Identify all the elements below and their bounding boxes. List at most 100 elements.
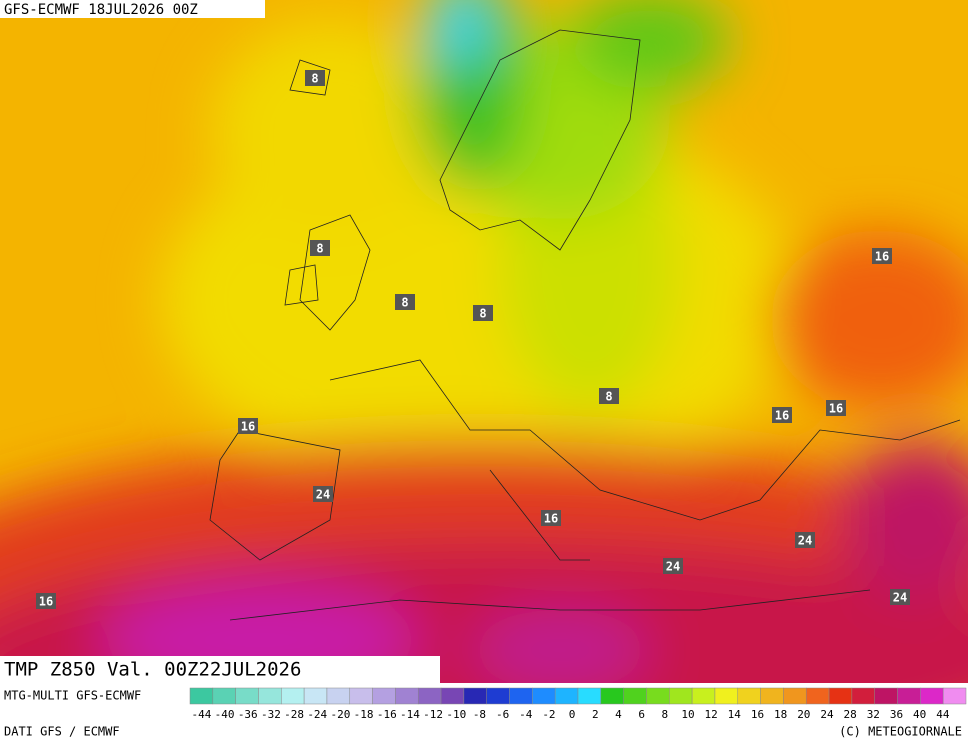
contour-label: 8: [311, 72, 318, 86]
colorbar-cell: [828, 687, 853, 705]
colorbar-tick-label: -14: [400, 708, 420, 721]
colorbar-tick-label: -6: [496, 708, 509, 721]
colorbar-tick-label: 2: [592, 708, 599, 721]
colorbar-tick-label: 40: [913, 708, 926, 721]
colorbar-tick-label: -44: [191, 708, 211, 721]
colorbar-cell: [874, 687, 898, 705]
colorbar-tick-label: 44: [936, 708, 950, 721]
colorbar-tick-label: -12: [423, 708, 443, 721]
colorbar-tick-label: 6: [638, 708, 645, 721]
contour-label: 8: [605, 390, 612, 404]
colorbar-tick-label: -28: [284, 708, 304, 721]
contour-label: 16: [544, 512, 558, 526]
colorbar-cell: [646, 687, 670, 705]
colorbar-cell: [395, 687, 419, 705]
contour-label-box: [310, 240, 330, 256]
colorbar-tick-label: -20: [330, 708, 350, 721]
colorbar-cell: [303, 687, 328, 705]
colorbar-tick-label: 16: [751, 708, 764, 721]
colorbar-cell: [600, 687, 624, 705]
colorbar-cell: [235, 687, 259, 705]
colorbar-tick-label: 20: [797, 708, 810, 721]
colorbar-tick-label: -2: [542, 708, 555, 721]
colorbar-tick-label: -16: [377, 708, 397, 721]
contour-label: 8: [401, 296, 408, 310]
colorbar-cell: [372, 687, 396, 705]
colorbar-cell: [760, 687, 784, 705]
contour-label: 16: [39, 595, 53, 609]
colorbar-tick-label: -8: [473, 708, 486, 721]
coastlines: [209, 29, 961, 621]
colorbar-tick-label: -10: [446, 708, 466, 721]
colorbar-cell: [486, 687, 510, 705]
contour-label: 24: [316, 488, 330, 502]
colorbar-cell: [623, 687, 647, 705]
colorbar-cell: [463, 687, 487, 705]
colorbar-cell: [942, 687, 967, 705]
colorbar-cell: [349, 687, 373, 705]
colorbar-cell: [417, 687, 442, 705]
colorbar-tick-label: 12: [705, 708, 718, 721]
colorbar-tick-label: 8: [661, 708, 668, 721]
colorbar-cell: [669, 687, 693, 705]
colorbar-tick-label: 32: [867, 708, 880, 721]
colorbar-cell: [691, 687, 716, 705]
contour-label: 16: [875, 250, 889, 264]
contour-label-box: [305, 70, 325, 86]
contour-label: 16: [775, 409, 789, 423]
run-label: GFS-ECMWF 18JUL2026 00Z: [4, 2, 198, 18]
colorbar-tick-label: -40: [215, 708, 235, 721]
contour-label: 24: [798, 534, 812, 548]
contour-label: 16: [829, 402, 843, 416]
colorbar-tick-label: 14: [728, 708, 742, 721]
contour-label-box: [826, 400, 846, 416]
colorbar-cell: [851, 687, 875, 705]
contour-label-box: [473, 305, 493, 321]
colorbar-cell: [554, 687, 579, 705]
colorbar-cell: [258, 687, 282, 705]
colorbar-tick-label: -18: [354, 708, 374, 721]
colorbar-cell: [440, 687, 465, 705]
source-label: MTG-MULTI GFS-ECMWF: [4, 689, 141, 703]
colorbar-cell: [714, 687, 739, 705]
colorbar-cell: [212, 687, 236, 705]
contour-label-box: [36, 593, 56, 609]
contour-label: 24: [893, 591, 907, 605]
contour-label-box: [890, 589, 910, 605]
field-label: TMP Z850 Val. 00Z22JUL2026: [4, 659, 301, 681]
contour-label-box: [772, 407, 792, 423]
colorbar-tick-label: -24: [307, 708, 327, 721]
colorbar-tick-label: 0: [569, 708, 576, 721]
contour-labels: 8 8 8 8 8 16 16 16 16 16 16 24 24 24 24: [36, 70, 910, 609]
colorbar: -44 -40 -36 -32 -28 -24 -20 -18 -16 -14 -12 -10 -8 -6…: [189, 687, 967, 721]
credit-label: (C) METEOGIORNALE: [839, 725, 962, 739]
colorbar-cell: [509, 687, 533, 705]
contour-label-box: [541, 510, 561, 526]
colorbar-tick-label: 10: [681, 708, 694, 721]
contour-label-box: [872, 248, 892, 264]
contour-label: 16: [241, 420, 255, 434]
contour-label-box: [313, 486, 333, 502]
colorbar-cell: [783, 687, 807, 705]
contour-label-box: [663, 558, 683, 574]
colorbar-cell: [805, 687, 830, 705]
colorbar-cell: [532, 687, 556, 705]
data-label: DATI GFS / ECMWF: [4, 725, 120, 739]
colorbar-tick-label: 18: [774, 708, 787, 721]
contour-label-box: [795, 532, 815, 548]
colorbar-tick-label: 36: [890, 708, 903, 721]
colorbar-tick-label: 24: [820, 708, 834, 721]
contour-label: 8: [316, 242, 323, 256]
contour-label: 8: [479, 307, 486, 321]
colorbar-cell: [897, 687, 921, 705]
colorbar-tick-label: -36: [238, 708, 258, 721]
field-box: [0, 656, 440, 683]
colorbar-tick-label: -4: [519, 708, 533, 721]
contour-label-box: [599, 388, 619, 404]
colorbar-cell: [189, 687, 214, 705]
run-box: [0, 0, 265, 18]
colorbar-tick-label: 4: [615, 708, 622, 721]
contour-label: 24: [666, 560, 680, 574]
